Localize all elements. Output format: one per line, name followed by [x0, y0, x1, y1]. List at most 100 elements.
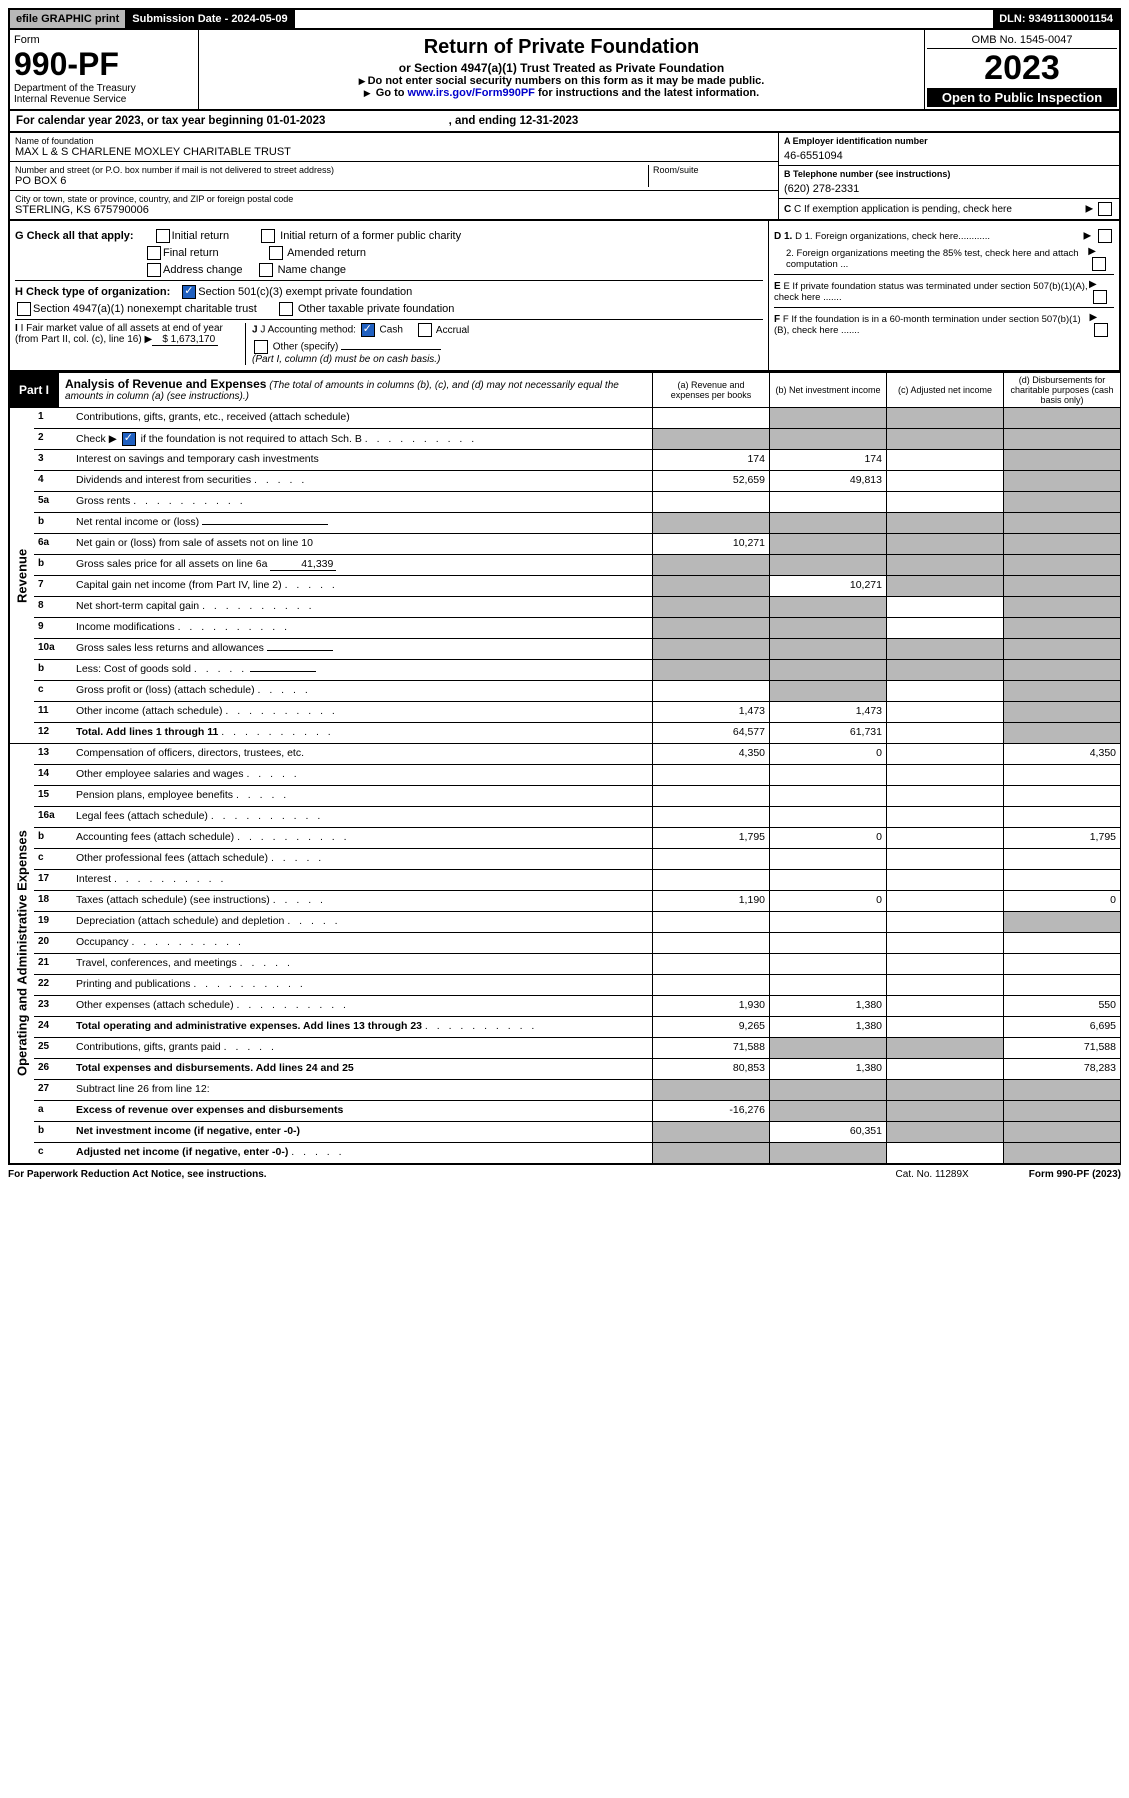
- schb-checkbox[interactable]: [122, 432, 136, 446]
- g-left: G Check all that apply: Initial return I…: [10, 221, 768, 370]
- table-row: 19Depreciation (attach schedule) and dep…: [34, 912, 1120, 933]
- table-row: cGross profit or (loss) (attach schedule…: [34, 681, 1120, 702]
- f-checkbox[interactable]: [1094, 323, 1108, 337]
- table-row: 13Compensation of officers, directors, t…: [34, 744, 1120, 765]
- other-taxable-checkbox[interactable]: [279, 302, 293, 316]
- form-word: Form: [14, 34, 194, 46]
- table-row: 26Total expenses and disbursements. Add …: [34, 1059, 1120, 1080]
- address-change-checkbox[interactable]: [147, 263, 161, 277]
- table-row: cOther professional fees (attach schedul…: [34, 849, 1120, 870]
- table-row: 6aNet gain or (loss) from sale of assets…: [34, 534, 1120, 555]
- col-d-header: (d) Disbursements for charitable purpose…: [1003, 373, 1120, 407]
- 4947-checkbox[interactable]: [17, 302, 31, 316]
- amended-return-checkbox[interactable]: [269, 246, 283, 260]
- table-row: 24Total operating and administrative exp…: [34, 1017, 1120, 1038]
- table-row: 22Printing and publications . . . . . . …: [34, 975, 1120, 996]
- table-row: 15Pension plans, employee benefits . . .…: [34, 786, 1120, 807]
- table-row: bAccounting fees (attach schedule) . . .…: [34, 828, 1120, 849]
- city-cell: City or town, state or province, country…: [10, 191, 778, 219]
- table-row: 17Interest . . . . . . . . . .: [34, 870, 1120, 891]
- table-row: aExcess of revenue over expenses and dis…: [34, 1101, 1120, 1122]
- table-row: 14Other employee salaries and wages . . …: [34, 765, 1120, 786]
- col-b-header: (b) Net investment income: [769, 373, 886, 407]
- entity-info: Name of foundation MAX L & S CHARLENE MO…: [8, 133, 1121, 221]
- d2-checkbox[interactable]: [1092, 257, 1106, 271]
- table-row: cAdjusted net income (if negative, enter…: [34, 1143, 1120, 1163]
- form990pf-link[interactable]: www.irs.gov/Form990PF: [408, 87, 535, 99]
- irs-label: Internal Revenue Service: [14, 94, 194, 105]
- open-inspection: Open to Public Inspection: [927, 88, 1117, 107]
- table-row: 27Subtract line 26 from line 12:: [34, 1080, 1120, 1101]
- table-row: 18Taxes (attach schedule) (see instructi…: [34, 891, 1120, 912]
- calendar-year-row: For calendar year 2023, or tax year begi…: [8, 111, 1121, 133]
- table-row: 3Interest on savings and temporary cash …: [34, 450, 1120, 471]
- part1-title: Analysis of Revenue and Expenses (The to…: [59, 373, 652, 407]
- g-row-3: Address change Name change: [15, 263, 763, 277]
- c-checkbox[interactable]: [1098, 202, 1112, 216]
- revenue-section: Revenue 1Contributions, gifts, grants, e…: [8, 408, 1121, 744]
- efile-label[interactable]: efile GRAPHIC print: [10, 10, 126, 28]
- e-row: E E If private foundation status was ter…: [774, 274, 1114, 304]
- tax-year: 2023: [927, 49, 1117, 88]
- footer-form: Form 990-PF (2023): [1029, 1169, 1121, 1180]
- g-row-2: Final return Amended return: [15, 246, 763, 260]
- e-checkbox[interactable]: [1093, 290, 1107, 304]
- revenue-side-label: Revenue: [9, 408, 34, 743]
- note-ssn: Do not enter social security numbers on …: [203, 75, 920, 87]
- d1-checkbox[interactable]: [1098, 229, 1112, 243]
- h-row-2: Section 4947(a)(1) nonexempt charitable …: [15, 302, 763, 316]
- form-title: Return of Private Foundation: [203, 36, 920, 59]
- final-return-checkbox[interactable]: [147, 246, 161, 260]
- table-row: 9Income modifications . . . . . . . . . …: [34, 618, 1120, 639]
- part1-header: Part I Analysis of Revenue and Expenses …: [8, 372, 1121, 408]
- form-subtitle: or Section 4947(a)(1) Trust Treated as P…: [203, 61, 920, 75]
- form-header: Form 990-PF Department of the Treasury I…: [8, 30, 1121, 111]
- table-row: bNet rental income or (loss): [34, 513, 1120, 534]
- g-row: G Check all that apply: Initial return I…: [15, 229, 763, 243]
- expenses-section: Operating and Administrative Expenses 13…: [8, 744, 1121, 1164]
- submission-date: Submission Date - 2024-05-09: [126, 10, 294, 28]
- top-bar: efile GRAPHIC print Submission Date - 20…: [8, 8, 1121, 30]
- header-center: Return of Private Foundation or Section …: [199, 30, 924, 109]
- address-cell: Number and street (or P.O. box number if…: [10, 162, 778, 191]
- header-right: OMB No. 1545-0047 2023 Open to Public In…: [924, 30, 1119, 109]
- table-row: 23Other expenses (attach schedule) . . .…: [34, 996, 1120, 1017]
- table-row: bLess: Cost of goods sold . . . . .: [34, 660, 1120, 681]
- table-row: 10aGross sales less returns and allowanc…: [34, 639, 1120, 660]
- d1-row: D 1. D 1. Foreign organizations, check h…: [774, 229, 1114, 243]
- table-row: bNet investment income (if negative, ent…: [34, 1122, 1120, 1143]
- section-g-through-j: G Check all that apply: Initial return I…: [8, 221, 1121, 372]
- column-headers: (a) Revenue and expenses per books (b) N…: [652, 373, 1120, 407]
- accrual-checkbox[interactable]: [418, 323, 432, 337]
- dept-label: Department of the Treasury: [14, 83, 194, 94]
- table-row: 2Check ▶ if the foundation is not requir…: [34, 429, 1120, 450]
- 501c3-checkbox[interactable]: [182, 285, 196, 299]
- entity-right: A Employer identification number 46-6551…: [778, 133, 1119, 219]
- omb-number: OMB No. 1545-0047: [927, 32, 1117, 49]
- i-j-row: I I Fair market value of all assets at e…: [15, 319, 763, 365]
- table-row: 12Total. Add lines 1 through 11 . . . . …: [34, 723, 1120, 743]
- d2-row: 2. Foreign organizations meeting the 85%…: [774, 246, 1114, 271]
- entity-left: Name of foundation MAX L & S CHARLENE MO…: [10, 133, 778, 219]
- header-left: Form 990-PF Department of the Treasury I…: [10, 30, 199, 109]
- part1-label: Part I: [9, 373, 59, 407]
- cash-checkbox[interactable]: [361, 323, 375, 337]
- fmv-value: $ 1,673,170: [152, 334, 218, 346]
- table-row: 1Contributions, gifts, grants, etc., rec…: [34, 408, 1120, 429]
- table-row: 25Contributions, gifts, grants paid . . …: [34, 1038, 1120, 1059]
- other-method-checkbox[interactable]: [254, 340, 268, 354]
- table-row: 11Other income (attach schedule) . . . .…: [34, 702, 1120, 723]
- expenses-side-label: Operating and Administrative Expenses: [9, 744, 34, 1163]
- h-row: H Check type of organization: Section 50…: [15, 280, 763, 299]
- initial-former-checkbox[interactable]: [261, 229, 275, 243]
- initial-return-checkbox[interactable]: [156, 229, 170, 243]
- telephone-cell: B Telephone number (see instructions) (6…: [779, 166, 1119, 199]
- page-footer: For Paperwork Reduction Act Notice, see …: [8, 1164, 1121, 1180]
- table-row: 8Net short-term capital gain . . . . . .…: [34, 597, 1120, 618]
- table-row: 21Travel, conferences, and meetings . . …: [34, 954, 1120, 975]
- name-change-checkbox[interactable]: [259, 263, 273, 277]
- table-row: 4Dividends and interest from securities …: [34, 471, 1120, 492]
- table-row: 20Occupancy . . . . . . . . . .: [34, 933, 1120, 954]
- table-row: 7Capital gain net income (from Part IV, …: [34, 576, 1120, 597]
- col-c-header: (c) Adjusted net income: [886, 373, 1003, 407]
